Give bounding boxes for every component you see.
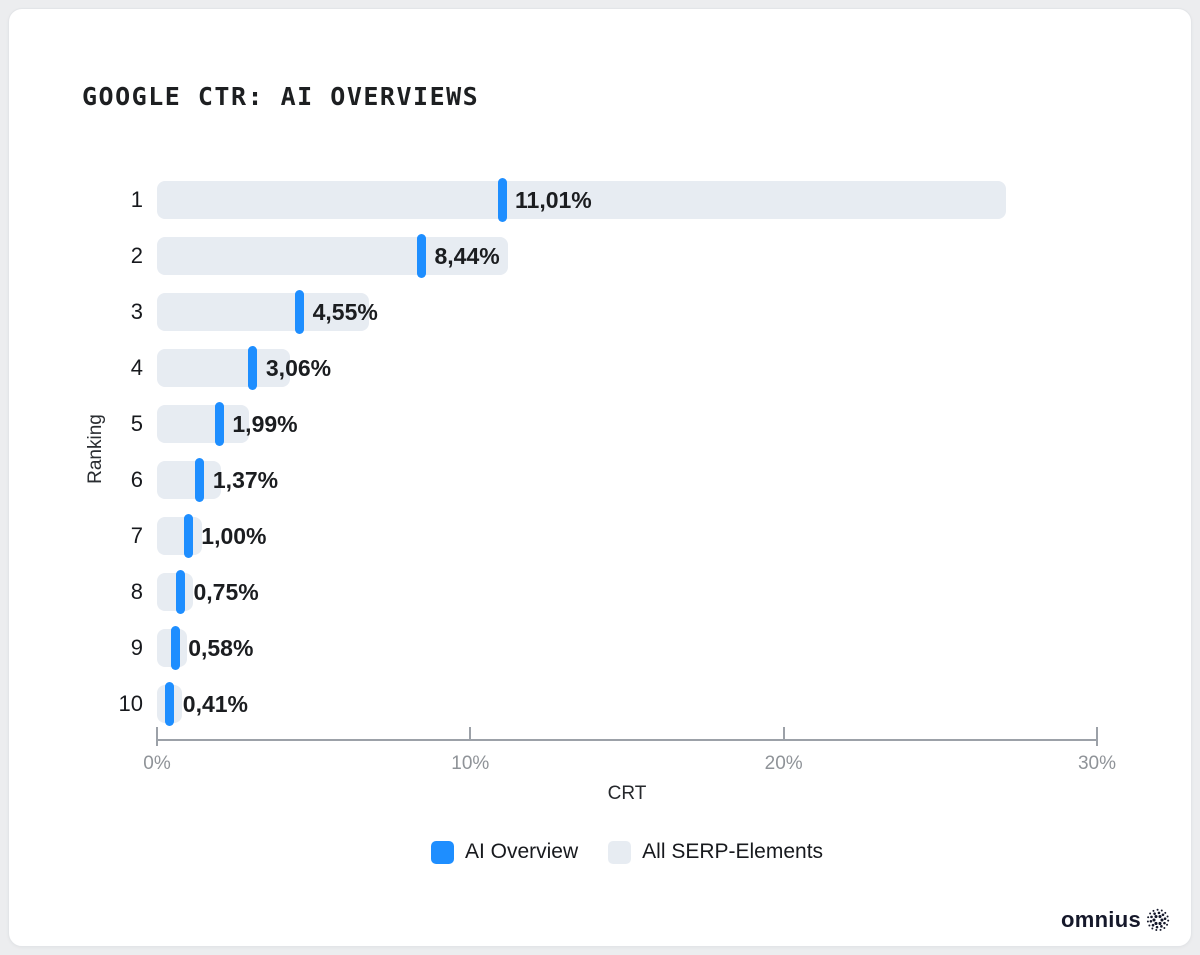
ai-overview-marker <box>170 626 180 670</box>
x-axis-label-wrap: CRT <box>157 783 1097 805</box>
value-label: 1,00% <box>201 523 267 549</box>
value-label: 3,06% <box>265 355 332 381</box>
value-label: 0,75% <box>193 579 259 605</box>
value-label: 1,99% <box>232 411 298 437</box>
serp-elements-bar <box>157 349 291 387</box>
serp-elements-bar <box>157 405 250 443</box>
legend-item: All SERP-Elements <box>608 840 823 864</box>
legend-item: AI Overview <box>430 840 579 864</box>
value-label: 1,37% <box>212 467 279 493</box>
rank-label: 6 <box>130 467 143 492</box>
legend-label: AI Overview <box>464 840 579 863</box>
brand-name: omnius <box>1060 907 1141 932</box>
ai-overview-marker <box>417 234 426 278</box>
x-axis-line <box>157 739 1098 741</box>
value-label: 0,41% <box>182 691 249 717</box>
plot-area: 11,01% 8,44% 4,55% 3,06% 1,99% 1,37% 1,00% 0,75… <box>157 178 1097 726</box>
axis-tick <box>1096 727 1098 746</box>
rank-label: 10 <box>118 691 143 716</box>
ai-overview-marker <box>176 570 185 614</box>
axis-tick <box>782 727 785 739</box>
rank-label: 7 <box>130 523 143 548</box>
x-axis: 0% 10% 20% 30% <box>143 727 1116 774</box>
serp-elements-bar <box>157 181 1007 219</box>
brand-logo: omnius <box>1061 905 1170 935</box>
serp-elements-bar <box>157 573 194 611</box>
value-label: 4,55% <box>312 299 378 325</box>
legend-swatch <box>430 840 454 864</box>
axis-tick-label: 10% <box>451 753 490 774</box>
ai-overview-marker <box>497 178 507 222</box>
legend-swatch <box>608 840 632 864</box>
serp-elements-bar <box>157 461 222 499</box>
axis-tick <box>469 727 472 739</box>
value-label: 8,44% <box>434 243 500 269</box>
value-label: 0,58% <box>188 635 254 661</box>
ai-overview-marker <box>295 290 305 334</box>
ai-overview-marker <box>183 514 193 558</box>
ai-overview-marker <box>214 402 224 446</box>
rank-label: 4 <box>130 355 143 380</box>
rank-label: 5 <box>130 411 143 436</box>
value-label: 11,01% <box>515 187 592 213</box>
x-axis-label: CRT <box>607 783 647 804</box>
axis-tick-label: 30% <box>1077 753 1117 774</box>
axis-tick-label: 0% <box>143 753 171 774</box>
axis-tick <box>156 727 158 746</box>
serp-elements-bar <box>157 293 369 331</box>
rank-label: 9 <box>130 635 143 660</box>
serp-elements-bar <box>157 237 508 275</box>
rank-label: 1 <box>130 187 143 212</box>
rank-label: 2 <box>130 243 143 268</box>
rank-label: 8 <box>130 579 143 604</box>
legend-label: All SERP-Elements <box>642 840 824 863</box>
rank-label: 3 <box>130 299 143 324</box>
axis-tick-label: 20% <box>764 753 803 774</box>
ai-overview-marker <box>248 346 258 390</box>
ai-overview-marker <box>165 682 175 726</box>
serp-elements-bar <box>157 517 202 555</box>
chart-title: GOOGLE CTR: AI OVERVIEWS <box>82 82 480 111</box>
dotted-sphere-icon <box>1146 908 1170 932</box>
legend: AI Overview All SERP-Elements <box>157 838 1097 866</box>
ai-overview-marker <box>195 458 205 502</box>
